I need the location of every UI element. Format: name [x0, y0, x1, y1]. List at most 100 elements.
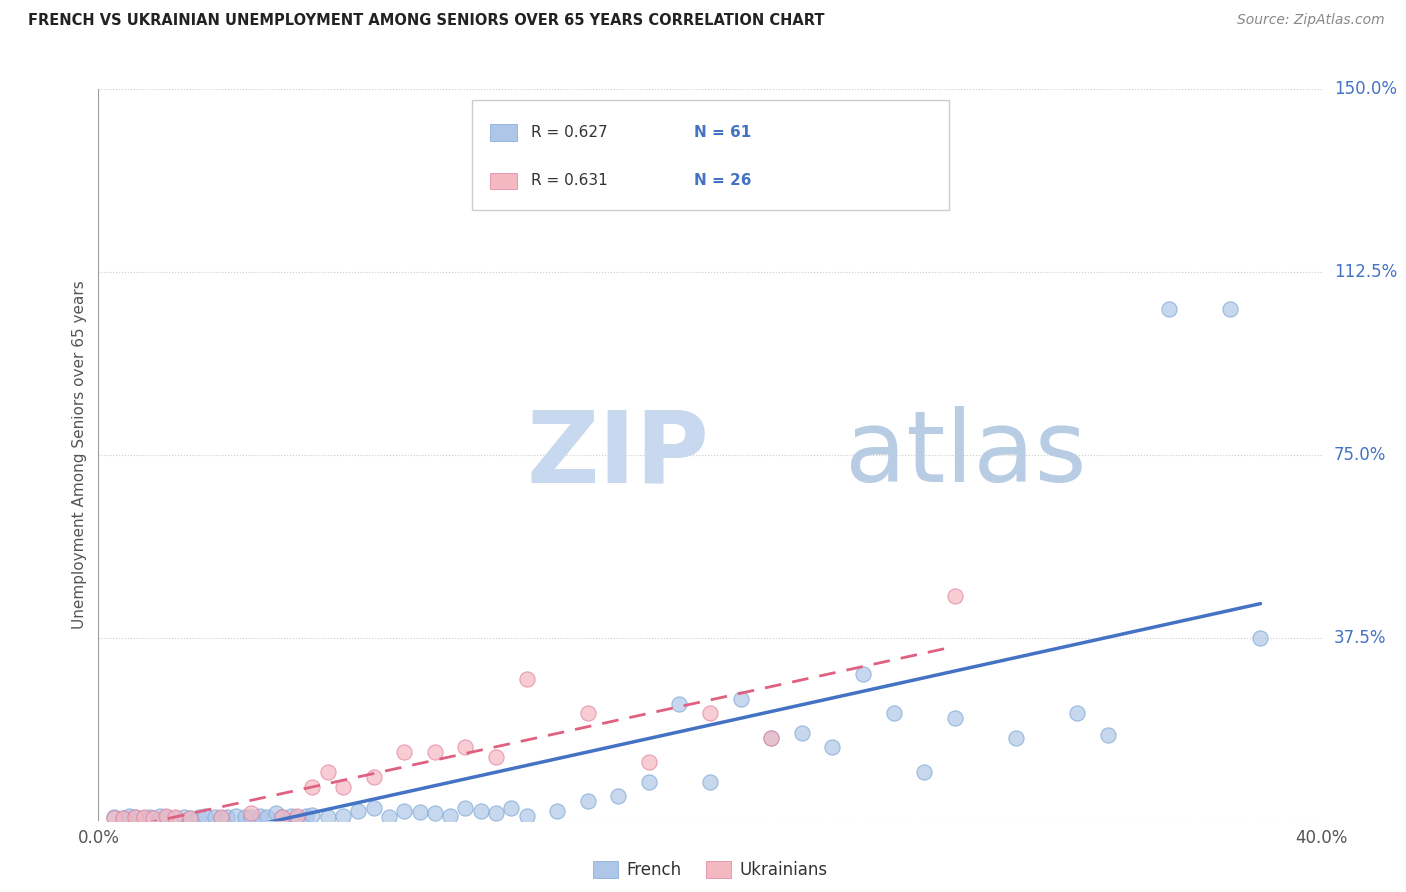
Point	[256, 810, 278, 824]
Point	[883, 706, 905, 721]
Text: R = 0.627: R = 0.627	[531, 125, 607, 140]
Point	[1219, 301, 1241, 316]
Point	[233, 810, 256, 824]
Point	[173, 810, 195, 824]
Point	[392, 745, 416, 759]
Point	[607, 789, 630, 804]
Point	[363, 801, 385, 815]
Point	[240, 810, 263, 824]
Point	[285, 811, 308, 825]
Point	[209, 810, 232, 824]
Point	[668, 697, 690, 711]
Point	[179, 811, 201, 825]
FancyBboxPatch shape	[471, 100, 949, 210]
Point	[240, 806, 263, 821]
Point	[821, 740, 844, 755]
Point	[163, 810, 186, 824]
Point	[1249, 631, 1271, 645]
Point	[124, 810, 146, 824]
Point	[699, 706, 721, 721]
Text: R = 0.631: R = 0.631	[531, 173, 609, 188]
Point	[134, 811, 156, 825]
Point	[204, 810, 226, 824]
Point	[301, 780, 323, 794]
Point	[111, 811, 134, 825]
Text: N = 61: N = 61	[695, 125, 751, 140]
Point	[194, 809, 217, 823]
Point	[501, 801, 523, 815]
Y-axis label: Unemployment Among Seniors over 65 years: Unemployment Among Seniors over 65 years	[72, 281, 87, 629]
Text: N = 26: N = 26	[695, 173, 752, 188]
Point	[759, 731, 782, 745]
Text: 75.0%: 75.0%	[1334, 446, 1386, 464]
Point	[124, 810, 146, 824]
Point	[408, 805, 430, 819]
Point	[332, 809, 354, 823]
Point	[270, 810, 292, 824]
Point	[139, 810, 162, 824]
Point	[943, 711, 966, 725]
Point	[134, 810, 156, 824]
Point	[280, 809, 302, 823]
Point	[142, 811, 165, 825]
Point	[454, 801, 477, 815]
Point	[392, 804, 416, 818]
Point	[378, 810, 401, 824]
Point	[852, 667, 875, 681]
Point	[301, 807, 323, 822]
Point	[1004, 731, 1026, 745]
Point	[111, 811, 134, 825]
Point	[516, 809, 538, 823]
Point	[249, 809, 271, 823]
Point	[485, 750, 508, 764]
Text: ZIP: ZIP	[526, 407, 710, 503]
Point	[363, 770, 385, 784]
Point	[149, 809, 172, 823]
Point	[637, 774, 661, 789]
Point	[103, 810, 125, 824]
Point	[730, 691, 752, 706]
Point	[103, 811, 125, 825]
FancyBboxPatch shape	[489, 172, 517, 189]
Text: atlas: atlas	[845, 407, 1087, 503]
Legend: French, Ukrainians: French, Ukrainians	[586, 854, 834, 886]
Point	[188, 810, 211, 824]
Point	[270, 810, 292, 824]
Text: 112.5%: 112.5%	[1334, 263, 1398, 281]
Point	[215, 810, 238, 824]
Point	[332, 780, 354, 794]
Point	[759, 731, 782, 745]
Point	[163, 811, 186, 825]
Point	[285, 809, 308, 823]
Text: 150.0%: 150.0%	[1334, 80, 1398, 98]
Point	[546, 804, 568, 818]
Text: FRENCH VS UKRAINIAN UNEMPLOYMENT AMONG SENIORS OVER 65 YEARS CORRELATION CHART: FRENCH VS UKRAINIAN UNEMPLOYMENT AMONG S…	[28, 13, 825, 29]
Text: 37.5%: 37.5%	[1334, 629, 1386, 647]
Point	[295, 809, 318, 823]
Point	[454, 740, 477, 755]
Point	[225, 809, 247, 823]
Point	[316, 810, 339, 824]
Point	[1066, 706, 1088, 721]
Point	[264, 806, 287, 821]
Point	[179, 811, 201, 825]
Point	[1157, 301, 1180, 316]
Point	[576, 706, 599, 721]
Point	[118, 809, 141, 823]
Point	[155, 809, 177, 823]
Point	[485, 806, 508, 821]
Point	[637, 755, 661, 769]
FancyBboxPatch shape	[489, 125, 517, 141]
Point	[1097, 728, 1119, 742]
Point	[423, 806, 446, 821]
Point	[439, 809, 461, 823]
Point	[912, 764, 935, 779]
Point	[470, 804, 492, 818]
Point	[576, 794, 599, 808]
Point	[943, 590, 966, 604]
Point	[155, 810, 177, 824]
Point	[209, 811, 232, 825]
Point	[790, 726, 813, 740]
Point	[423, 745, 446, 759]
Text: Source: ZipAtlas.com: Source: ZipAtlas.com	[1237, 13, 1385, 28]
